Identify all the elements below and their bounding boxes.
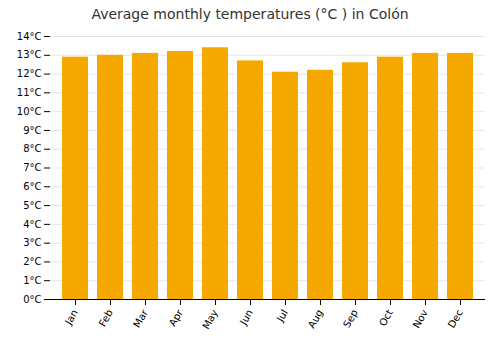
svg-text:Jan: Jan [62, 308, 80, 328]
html-text:Average monthly temperatures (: Average monthly temperatures (°C ) in Co… [91, 6, 409, 22]
svg-text:Dec: Dec [446, 308, 465, 330]
svg-text:14°C: 14°C [17, 31, 42, 42]
svg-text:12°C: 12°C [17, 68, 42, 79]
svg-text:Nov: Nov [411, 308, 430, 330]
svg-text:3°C: 3°C [23, 237, 41, 248]
svg-text:Sep: Sep [341, 308, 360, 330]
svg-text:May: May [200, 308, 220, 331]
svg-text:Aug: Aug [306, 308, 325, 330]
svg-text:8°C: 8°C [23, 143, 41, 154]
svg-text:0°C: 0°C [23, 294, 41, 305]
svg-text:9°C: 9°C [23, 125, 41, 136]
svg-text:1°C: 1°C [23, 275, 41, 286]
svg-text:Feb: Feb [97, 308, 115, 329]
svg-text:6°C: 6°C [23, 181, 41, 192]
svg-text:7°C: 7°C [23, 162, 41, 173]
svg-text:Jul: Jul [274, 308, 290, 325]
svg-text:4°C: 4°C [23, 219, 41, 230]
svg-text:Mar: Mar [131, 307, 150, 330]
svg-text:5°C: 5°C [23, 200, 41, 211]
svg-text:Oct: Oct [377, 308, 395, 329]
svg-text:13°C: 13°C [17, 49, 42, 60]
svg-text:11°C: 11°C [17, 87, 42, 98]
svg-text:10°C: 10°C [17, 106, 42, 117]
svg-text:Jun: Jun [237, 308, 255, 328]
svg-text:Apr: Apr [167, 307, 186, 328]
svg-text:2°C: 2°C [23, 256, 41, 267]
